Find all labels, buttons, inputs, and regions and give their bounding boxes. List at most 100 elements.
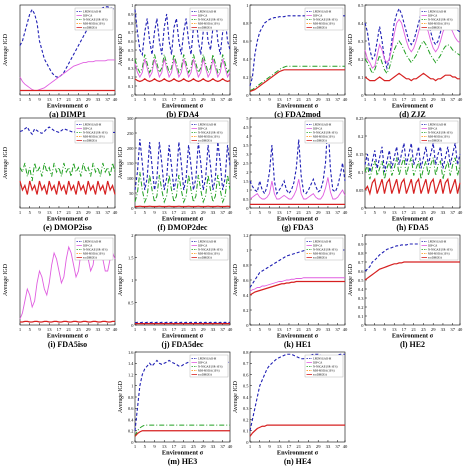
legend-box <box>304 237 344 261</box>
x-tick-label: 25 <box>191 327 196 332</box>
y-tick-label: 0.8 <box>243 350 249 355</box>
legend-label: LPDNSGAII-M <box>313 241 332 244</box>
y-tick-label: 0 <box>361 206 364 211</box>
x-tick-label: 5 <box>259 444 262 449</box>
x-tick-label: 1 <box>249 210 252 215</box>
y-tick-label: 50 <box>129 191 134 196</box>
x-axis-label: Environment σ <box>392 103 434 110</box>
x-tick-label: 25 <box>76 210 81 215</box>
legend-label: DIP-CA <box>83 15 92 18</box>
legend-label: MM-MSDA (10%) <box>313 370 335 373</box>
x-tick-label: 5 <box>144 327 147 332</box>
x-tick-label: 40 <box>458 327 463 332</box>
x-tick-label: 1 <box>364 327 367 332</box>
x-tick-label: 29 <box>201 327 206 332</box>
x-axis-label: Environment σ <box>47 333 89 340</box>
x-tick-label: 17 <box>402 210 407 215</box>
y-tick-label: 0.2 <box>128 75 134 80</box>
series-line-sco <box>19 180 116 195</box>
y-tick-label: 0.1 <box>358 314 364 319</box>
y-tick-label: 0.1 <box>128 84 134 89</box>
y-tick-label: 1 <box>246 188 248 193</box>
y-tick-label: 0.6 <box>128 406 134 411</box>
legend-label: scoDMOEA <box>428 257 442 260</box>
series-line-dipca <box>249 277 345 292</box>
y-tick-label: 0.1 <box>243 429 249 434</box>
x-tick-label: 21 <box>411 97 416 102</box>
legend-label: N-NSGAII (SR-10%) <box>313 249 338 252</box>
x-tick-label: 40 <box>343 210 348 215</box>
y-tick-label: 0 <box>361 323 364 328</box>
x-tick-label: 21 <box>411 210 416 215</box>
legend-box <box>74 7 114 31</box>
panel-caption: (n) HE4 <box>284 457 311 466</box>
y-tick-label: 0.7 <box>358 260 364 265</box>
y-tick-label: 0.3 <box>358 39 364 44</box>
series-line-nnsga <box>364 40 461 75</box>
y-tick-label: 0.5 <box>243 197 249 202</box>
x-axis-label: Environment σ <box>392 216 434 223</box>
legend-label: LPDNSGAII-M <box>428 241 447 244</box>
x-tick-label: 40 <box>113 327 118 332</box>
x-tick-label: 5 <box>374 327 377 332</box>
y-tick-label: 0.1 <box>358 75 364 80</box>
legend-label: MM-MSDA (10%) <box>313 253 335 256</box>
x-axis-label: Environment σ <box>277 450 319 457</box>
x-tick-label: 33 <box>441 97 446 102</box>
x-tick-label: 13 <box>392 210 397 215</box>
x-tick-label: 33 <box>326 444 331 449</box>
y-tick-label: 0.2 <box>358 57 364 62</box>
legend-label: LPDNSGAII-M <box>83 124 102 127</box>
series-line-nnsga <box>134 171 231 204</box>
legend-box <box>419 237 459 261</box>
x-tick-label: 17 <box>57 97 62 102</box>
y-tick-label: 0.3 <box>128 66 134 71</box>
y-axis-label: Average IGD <box>118 33 124 66</box>
x-tick-label: 21 <box>66 210 71 215</box>
x-axis-label: Environment σ <box>47 216 89 223</box>
series-line-dnsga <box>249 353 345 431</box>
x-tick-label: 40 <box>228 327 233 332</box>
x-axis-label: Environment σ <box>162 216 204 223</box>
legend-label: scoDMOEA <box>83 257 97 260</box>
y-tick-label: 1 <box>246 3 248 8</box>
legend-label: scoDMOEA <box>313 140 327 143</box>
x-tick-label: 1 <box>249 97 252 102</box>
legend-label: DIP-CA <box>198 362 207 365</box>
y-tick-label: 0.6 <box>243 278 249 283</box>
y-tick-label: 0.5 <box>358 278 364 283</box>
y-tick-label: 4 <box>246 134 249 139</box>
panel-caption: (l) HE2 <box>400 340 425 349</box>
x-tick-label: 9 <box>153 327 156 332</box>
y-tick-label: 2.5 <box>243 161 249 166</box>
x-tick-label: 25 <box>191 444 196 449</box>
y-tick-label: 0.1 <box>358 170 364 175</box>
y-tick-label: 0.5 <box>243 384 249 389</box>
legend-label: LPDNSGAII-M <box>428 124 447 127</box>
legend-label: DIP-CA <box>313 128 322 131</box>
x-tick-label: 29 <box>201 97 206 102</box>
y-tick-label: 1 <box>131 278 133 283</box>
x-tick-label: 40 <box>343 97 348 102</box>
y-tick-label: 0.15 <box>356 152 364 157</box>
x-tick-label: 21 <box>296 97 301 102</box>
series-line-nnsga <box>19 162 116 182</box>
x-tick-label: 1 <box>19 327 22 332</box>
x-tick-label: 21 <box>181 97 186 102</box>
x-tick-label: 33 <box>96 210 101 215</box>
legend-label: DIP-CA <box>313 362 322 365</box>
y-tick-label: 0.4 <box>243 395 249 400</box>
x-tick-label: 40 <box>343 444 348 449</box>
legend-label: N-NSGAII (SR-10%) <box>83 249 108 252</box>
legend-label: MM-MSDA (10%) <box>83 23 105 26</box>
legend-label: scoDMOEA <box>83 27 97 30</box>
x-tick-label: 21 <box>181 444 186 449</box>
legend-label: N-NSGAII (SR-10%) <box>83 132 108 135</box>
y-tick-label: 0.6 <box>358 269 364 274</box>
legend-label: MM-MSDA (10%) <box>198 23 220 26</box>
legend-label: DIP-CA <box>83 128 92 131</box>
panel-f: 0 50 100 150 200 250 300 1 5 9 13 17 21 25 29 33 37 40 Env… <box>118 116 233 232</box>
legend-box <box>189 7 229 31</box>
legend-label: DIP-CA <box>198 245 207 248</box>
x-tick-label: 33 <box>326 210 331 215</box>
